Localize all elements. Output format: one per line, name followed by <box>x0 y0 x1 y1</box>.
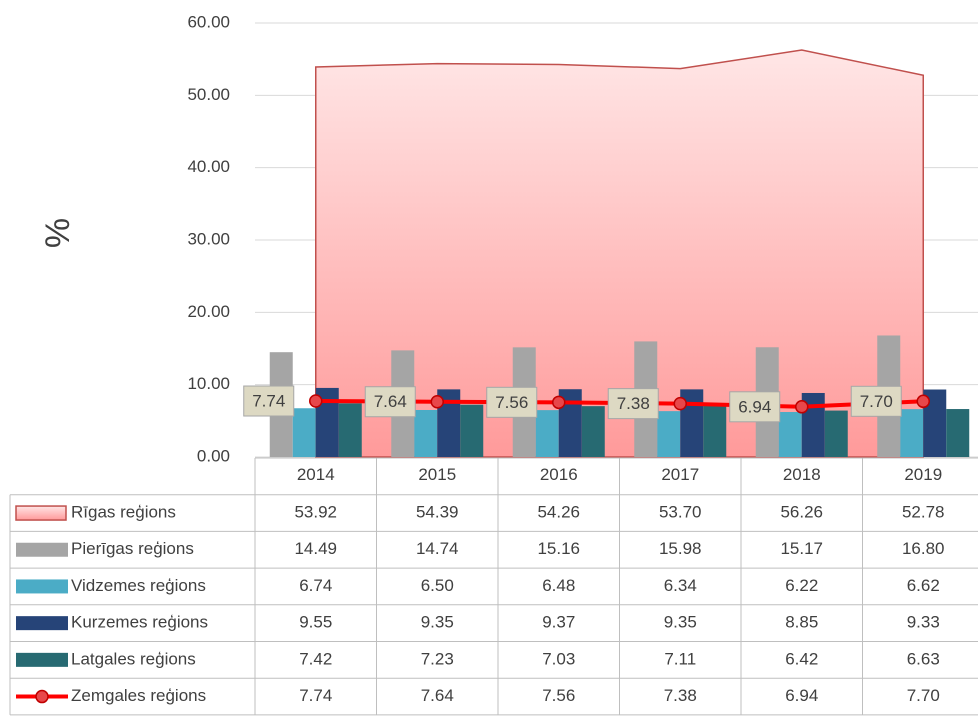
table-cell: 6.94 <box>785 686 818 705</box>
table-cell: 9.35 <box>421 613 454 632</box>
table-cell: 7.42 <box>299 649 332 668</box>
legend-key <box>16 579 68 594</box>
bar <box>414 409 438 457</box>
bar <box>703 405 727 457</box>
bar <box>923 389 947 457</box>
table-cell: 7.23 <box>421 649 454 668</box>
bar <box>460 404 484 457</box>
table-cell: 14.49 <box>294 539 337 558</box>
bar <box>338 403 362 457</box>
table-cell: 8.85 <box>785 613 818 632</box>
legend-key <box>16 616 68 631</box>
table-cell: 16.80 <box>902 539 945 558</box>
data-label-box <box>486 386 538 418</box>
marker <box>673 396 687 411</box>
data-label: 7.70 <box>860 392 893 411</box>
table-cell: 9.55 <box>299 613 332 632</box>
marker <box>916 394 930 409</box>
bar <box>315 387 339 457</box>
table-cell: 15.98 <box>659 539 702 558</box>
x-tick-label: 2015 <box>418 465 456 484</box>
data-label-box <box>364 386 416 418</box>
marker <box>430 394 444 409</box>
bar <box>946 409 970 457</box>
legend-label: Latgales reģions <box>71 649 196 668</box>
table-cell: 6.50 <box>421 576 454 595</box>
legend-key <box>15 505 67 521</box>
bar <box>437 389 461 457</box>
data-label: 7.74 <box>252 391 285 410</box>
bar <box>824 410 848 457</box>
legend-label: Pierīgas reģions <box>71 539 194 558</box>
table-cell: 53.92 <box>294 503 337 522</box>
legend-key <box>16 542 68 557</box>
x-tick-label: 2016 <box>540 465 578 484</box>
table-cell: 54.39 <box>416 503 459 522</box>
table-cell: 6.63 <box>907 649 940 668</box>
table-cell: 54.26 <box>537 503 580 522</box>
table-cell: 6.34 <box>664 576 697 595</box>
legend-label: Zemgales reģions <box>71 686 206 705</box>
table-cell: 7.38 <box>664 686 697 705</box>
table-cell: 6.22 <box>785 576 818 595</box>
marker <box>552 395 566 410</box>
bar <box>558 389 582 457</box>
y-axis-label: % <box>39 218 77 248</box>
legend-label: Kurzemes reģions <box>71 613 208 632</box>
y-tick-label: 30.00 <box>187 229 230 248</box>
legend-key <box>35 689 49 704</box>
table-cell: 7.70 <box>907 686 940 705</box>
table-cell: 7.74 <box>299 686 332 705</box>
table-cell: 9.33 <box>907 613 940 632</box>
table-cell: 7.03 <box>542 649 575 668</box>
table-cell: 7.11 <box>664 649 696 668</box>
table-cell: 6.74 <box>299 576 332 595</box>
bar <box>535 410 559 457</box>
table-cell: 53.70 <box>659 503 702 522</box>
legend-label: Vidzemes reģions <box>71 576 206 595</box>
table-cell: 6.62 <box>907 576 940 595</box>
y-tick-label: 0.00 <box>197 446 230 465</box>
table-cell: 7.56 <box>542 686 575 705</box>
bar <box>900 409 924 457</box>
y-tick-label: 60.00 <box>187 12 230 31</box>
data-label: 7.56 <box>495 393 528 412</box>
table-cell: 14.74 <box>416 539 459 558</box>
table-cell: 6.48 <box>542 576 575 595</box>
x-tick-label: 2017 <box>661 465 699 484</box>
legend-key <box>16 652 68 667</box>
y-tick-label: 50.00 <box>187 85 230 104</box>
data-label-box <box>607 388 659 420</box>
y-tick-label: 10.00 <box>187 374 230 393</box>
data-label-box <box>850 385 902 417</box>
bar <box>657 411 681 457</box>
data-label-box <box>243 385 295 417</box>
x-tick-label: 2018 <box>783 465 821 484</box>
table-cell: 9.37 <box>542 613 575 632</box>
table-cell: 52.78 <box>902 503 945 522</box>
bar <box>778 412 802 457</box>
legend-label: Rīgas reģions <box>71 503 176 522</box>
y-tick-label: 40.00 <box>187 157 230 176</box>
data-label: 6.94 <box>738 397 771 416</box>
marker <box>309 394 323 408</box>
data-label-box <box>729 391 781 423</box>
table-cell: 56.26 <box>780 503 823 522</box>
x-tick-label: 2014 <box>297 465 335 484</box>
table-cell: 15.16 <box>537 539 580 558</box>
bar <box>581 406 605 457</box>
bar <box>292 408 316 457</box>
y-tick-label: 20.00 <box>187 302 230 321</box>
table-cell: 7.64 <box>421 686 454 705</box>
table-cell: 6.42 <box>785 649 818 668</box>
data-label: 7.64 <box>374 392 407 411</box>
marker <box>795 400 809 414</box>
table-cell: 9.35 <box>664 613 697 632</box>
table-cell: 15.17 <box>780 539 823 558</box>
data-label: 7.38 <box>617 394 650 413</box>
x-tick-label: 2019 <box>904 465 942 484</box>
